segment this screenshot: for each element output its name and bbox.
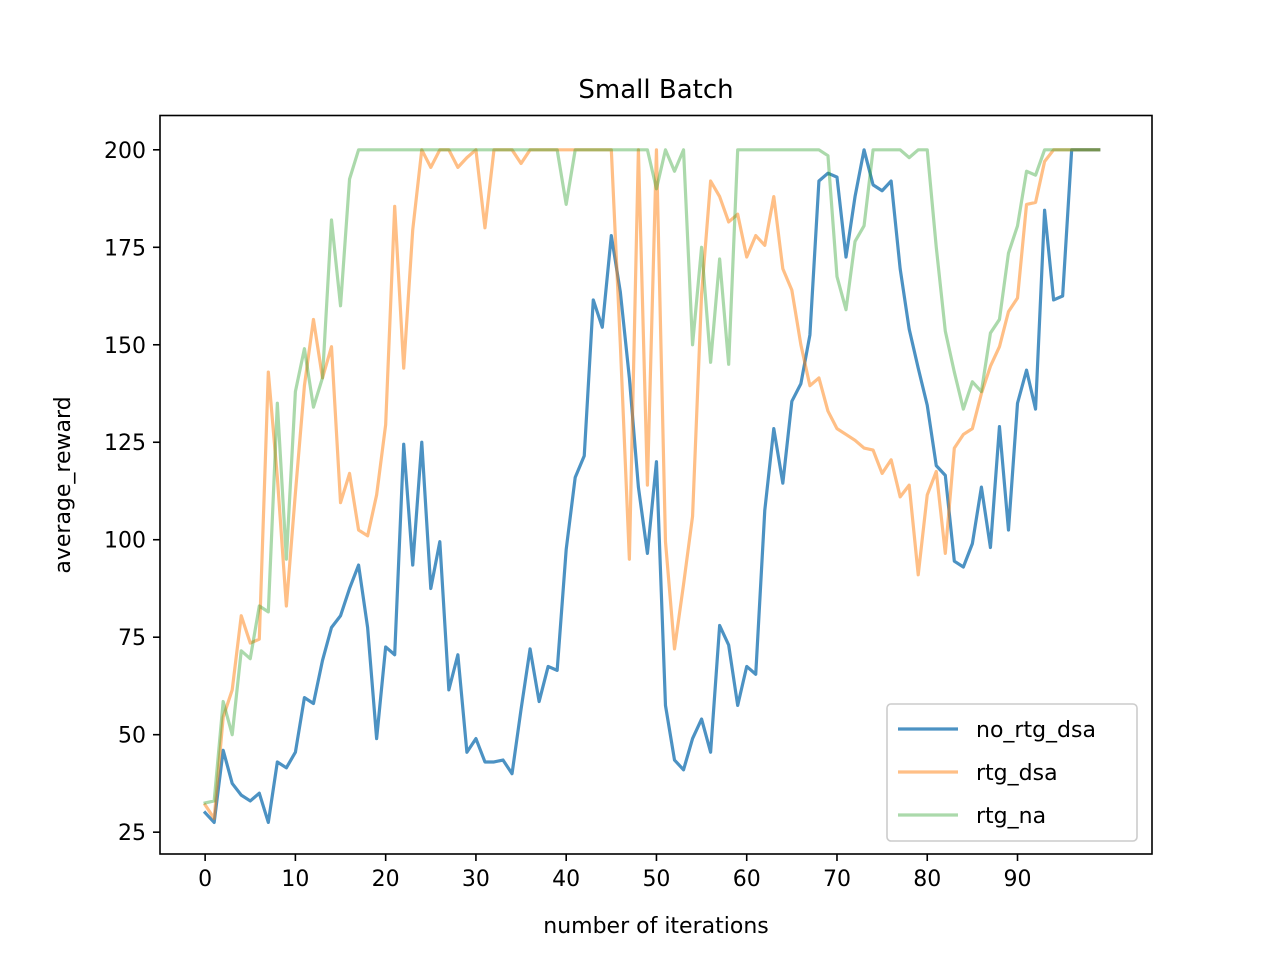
y-tick-label: 150	[104, 334, 146, 359]
legend-label-rtg-na: rtg_na	[976, 804, 1046, 829]
y-tick-label: 175	[104, 236, 146, 261]
x-axis: 0 10 20 30 40 50 60 70 80 90	[198, 854, 1032, 892]
legend-entries: no_rtg_dsa rtg_dsa rtg_na	[898, 718, 1096, 829]
x-tick-label: 90	[1004, 867, 1032, 892]
x-axis-label: number of iterations	[543, 914, 768, 939]
x-tick-label: 50	[642, 867, 670, 892]
x-tick-label: 70	[823, 867, 851, 892]
y-tick-label: 200	[104, 139, 146, 164]
x-tick-label: 80	[913, 867, 941, 892]
legend: no_rtg_dsa rtg_dsa rtg_na	[886, 703, 1138, 842]
y-axis: 25 50 75 100 125 150 175 200	[104, 139, 160, 846]
y-tick-label: 125	[104, 431, 146, 456]
chart-title: Small Batch	[578, 75, 733, 105]
y-axis-label: average_reward	[51, 396, 76, 573]
legend-label-no-rtg-dsa: no_rtg_dsa	[976, 718, 1096, 743]
legend-box	[886, 703, 1138, 842]
x-tick-label: 40	[552, 867, 580, 892]
y-tick-label: 25	[118, 821, 146, 846]
x-tick-label: 0	[198, 867, 212, 892]
y-tick-label: 100	[104, 529, 146, 554]
x-tick-label: 10	[281, 867, 309, 892]
series-line-rtg-dsa	[202, 148, 1101, 821]
series-lines	[202, 148, 1101, 825]
series-line-rtg-na	[203, 148, 1101, 805]
legend-label-rtg-dsa: rtg_dsa	[976, 761, 1058, 786]
x-tick-label: 30	[462, 867, 490, 892]
x-tick-label: 20	[372, 867, 400, 892]
y-tick-label: 50	[118, 724, 146, 749]
x-tick-label: 60	[733, 867, 761, 892]
y-tick-label: 75	[118, 626, 146, 651]
